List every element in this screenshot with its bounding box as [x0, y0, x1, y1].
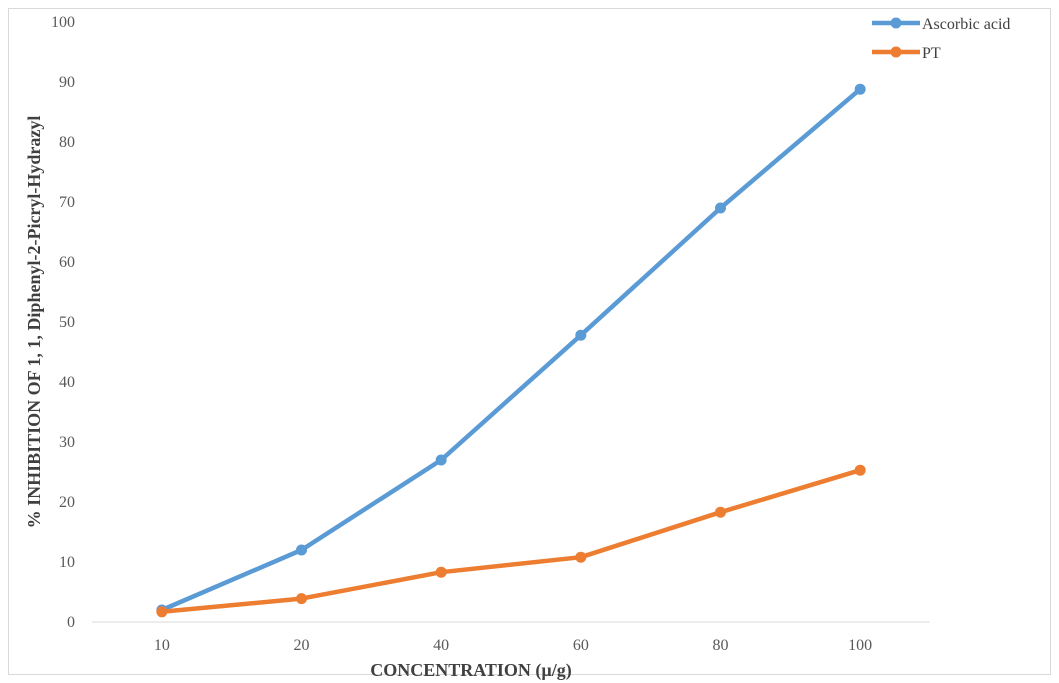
- legend-label: PT: [922, 45, 941, 62]
- y-tick-label: 90: [59, 74, 75, 91]
- legend-marker: [890, 17, 902, 29]
- series-line-1: [159, 86, 863, 613]
- legend: Ascorbic acid PT: [872, 16, 1010, 62]
- legend-label: Ascorbic acid: [922, 16, 1010, 33]
- series-line-2: [159, 467, 863, 615]
- x-tick-label: 100: [848, 637, 872, 654]
- data-point: [435, 454, 447, 466]
- legend-marker: [890, 46, 902, 58]
- y-tick-label: 0: [67, 614, 75, 631]
- y-tick-label: 30: [59, 434, 75, 451]
- y-tick-label: 20: [59, 494, 75, 511]
- y-tick-label: 80: [59, 134, 75, 151]
- x-tick-label: 60: [573, 637, 589, 654]
- data-point: [296, 593, 307, 605]
- y-tick-label: 100: [51, 14, 75, 31]
- y-tick-label: 40: [59, 374, 75, 391]
- y-axis-ticks: 0 10 20 30 40 50 60 70 80 90 100: [51, 14, 75, 631]
- x-axis-ticks: 10 20 40 60 80 100: [154, 637, 872, 654]
- data-point: [296, 544, 307, 556]
- y-tick-label: 10: [59, 554, 75, 571]
- y-tick-label: 50: [59, 314, 75, 331]
- data-point: [715, 506, 726, 518]
- x-tick-label: 40: [433, 637, 449, 654]
- y-axis-title: % INHIBITION OF 1, 1, Diphenyl-2-Picryl-…: [24, 116, 44, 529]
- data-point: [156, 606, 168, 618]
- y-tick-label: 70: [59, 194, 75, 211]
- x-axis-title: CONCENTRATION (µ/g): [370, 660, 572, 681]
- y-tick-label: 60: [59, 254, 75, 271]
- x-tick-label: 10: [154, 637, 170, 654]
- x-tick-label: 20: [294, 637, 310, 654]
- data-point: [854, 83, 866, 95]
- data-point: [435, 566, 447, 578]
- x-tick-label: 80: [713, 637, 729, 654]
- data-point: [575, 329, 587, 341]
- series-layer: [156, 83, 866, 618]
- data-point: [715, 202, 726, 214]
- data-point: [575, 551, 587, 563]
- data-point: [854, 464, 866, 476]
